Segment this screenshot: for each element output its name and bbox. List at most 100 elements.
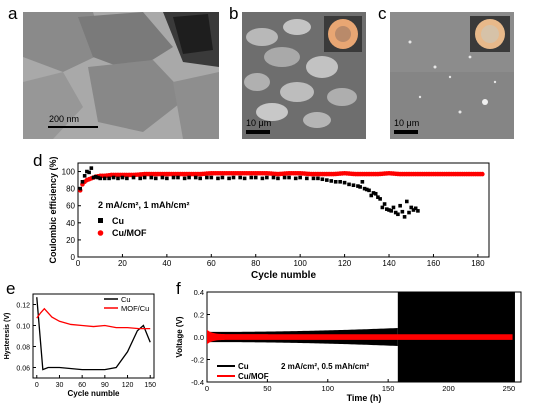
x-tick-label-f: 0 <box>205 384 209 393</box>
sem-image-cu: 10 μm <box>242 12 366 139</box>
data-point-cu <box>351 183 356 188</box>
x-tick-label-e: 60 <box>78 382 86 389</box>
data-point-cu <box>356 184 360 188</box>
data-point-cu <box>205 175 209 180</box>
legend-marker-cu-mof <box>97 230 104 236</box>
data-point-cu <box>82 174 87 178</box>
data-point-cu <box>293 176 298 181</box>
data-point-cu-mof <box>228 170 234 176</box>
data-point-cu <box>238 175 242 180</box>
chart-d-annotation: 2 mA/cm², 1 mAh/cm² <box>98 200 190 210</box>
y-tick-label-e: 0.10 <box>16 324 30 331</box>
data-point-cu-mof <box>173 171 179 177</box>
data-point-cu <box>216 176 220 181</box>
y-tick-label-f: 0.2 <box>194 311 204 320</box>
data-point-cu <box>111 175 116 180</box>
data-point-cu <box>271 175 276 180</box>
data-point-cu <box>287 175 291 180</box>
plot-frame-d <box>77 162 490 258</box>
data-point-cu <box>120 175 125 180</box>
x-tick-label-f: 100 <box>322 384 335 393</box>
data-point-cu <box>116 176 120 181</box>
series-line-mof-cu <box>36 307 151 330</box>
sem-speck <box>418 95 422 99</box>
x-tick-label-d: 20 <box>118 259 127 268</box>
data-point-cu <box>125 176 129 181</box>
x-tick-label-d: 120 <box>338 259 352 268</box>
y-tick-label-d: 20 <box>66 236 75 245</box>
x-tick-label-e: 120 <box>122 382 134 389</box>
data-point-cu-mof <box>362 171 367 177</box>
y-tick-label-d: 0 <box>71 253 76 262</box>
data-point-cu <box>198 176 202 181</box>
x-tick-label-e: 0 <box>35 382 39 389</box>
legend-label-mof-cu: MOF/Cu <box>121 304 149 313</box>
data-point-cu <box>89 166 94 170</box>
data-point-cu <box>316 176 320 181</box>
sem-grain <box>256 103 288 121</box>
panel-label-b: b <box>229 4 239 23</box>
data-point-cu <box>193 175 198 180</box>
data-point-cu-mof <box>195 171 201 177</box>
tem-scale-label: 200 nm <box>49 114 79 124</box>
x-tick-label-d: 60 <box>207 259 216 268</box>
data-point-cu <box>78 186 83 191</box>
data-point-cu <box>382 202 387 206</box>
data-point-cu <box>371 191 376 195</box>
sem-grain <box>244 73 270 91</box>
x-tick-label-f: 200 <box>442 384 455 393</box>
tem-flake <box>23 72 83 139</box>
data-point-cu <box>209 175 214 180</box>
data-point-cu-mof <box>162 171 167 177</box>
data-point-cu <box>171 175 176 180</box>
sem-grain <box>246 28 278 46</box>
data-point-cu <box>242 176 247 181</box>
data-point-cu <box>260 176 265 181</box>
y-tick-label-d: 80 <box>66 185 75 194</box>
x-axis-label-d: Cycle numble <box>251 270 316 281</box>
data-point-cu-mof <box>240 170 245 176</box>
plot-frame-e <box>32 293 155 379</box>
data-point-cu-mof <box>306 171 312 177</box>
data-point-cu <box>187 175 191 180</box>
panel-label-d: d <box>33 151 43 170</box>
sem-speck <box>493 80 497 84</box>
data-point-cu <box>102 176 107 181</box>
data-point-cu <box>402 215 407 219</box>
data-point-cu-mof <box>440 171 445 177</box>
sem-grain <box>264 47 300 67</box>
y-tick-label-e: 0.08 <box>16 345 30 352</box>
x-tick-label-f: 50 <box>263 384 271 393</box>
y-tick-label-f: -0.4 <box>191 378 204 387</box>
data-point-cu <box>153 176 158 181</box>
data-point-cu <box>249 175 254 180</box>
sem-scale-bar <box>394 130 418 134</box>
y-tick-label-f: -0.2 <box>191 356 204 365</box>
data-point-cu <box>80 180 85 184</box>
data-point-cu <box>265 175 269 180</box>
data-point-cu <box>393 210 398 215</box>
data-point-cu <box>276 176 280 181</box>
data-point-cu <box>220 175 225 180</box>
x-tick-label-d: 180 <box>471 259 485 268</box>
data-point-cu <box>325 178 329 182</box>
sem-micrograph-cu: 10 μm <box>242 12 366 139</box>
y-tick-label-d: 60 <box>66 202 75 211</box>
data-point-cu <box>93 174 98 179</box>
x-tick-label-d: 140 <box>382 259 396 268</box>
data-point-cu-mof <box>328 171 334 177</box>
tem-dark-flake <box>173 14 213 54</box>
y-axis-label-e: Hysteresis (V) <box>4 313 11 360</box>
data-point-cu <box>387 208 391 212</box>
data-point-cu <box>182 176 187 181</box>
data-point-cu <box>389 209 394 213</box>
data-point-cu <box>131 175 136 180</box>
data-point-cu <box>385 207 389 211</box>
data-point-cu-mof <box>317 171 323 177</box>
sem-scale-label: 10 μm <box>394 118 419 128</box>
sem-grain <box>280 82 314 102</box>
y-tick-label-e: 0.12 <box>16 303 30 310</box>
data-point-cu <box>176 175 180 180</box>
legend-label-cu: Cu <box>238 362 249 371</box>
